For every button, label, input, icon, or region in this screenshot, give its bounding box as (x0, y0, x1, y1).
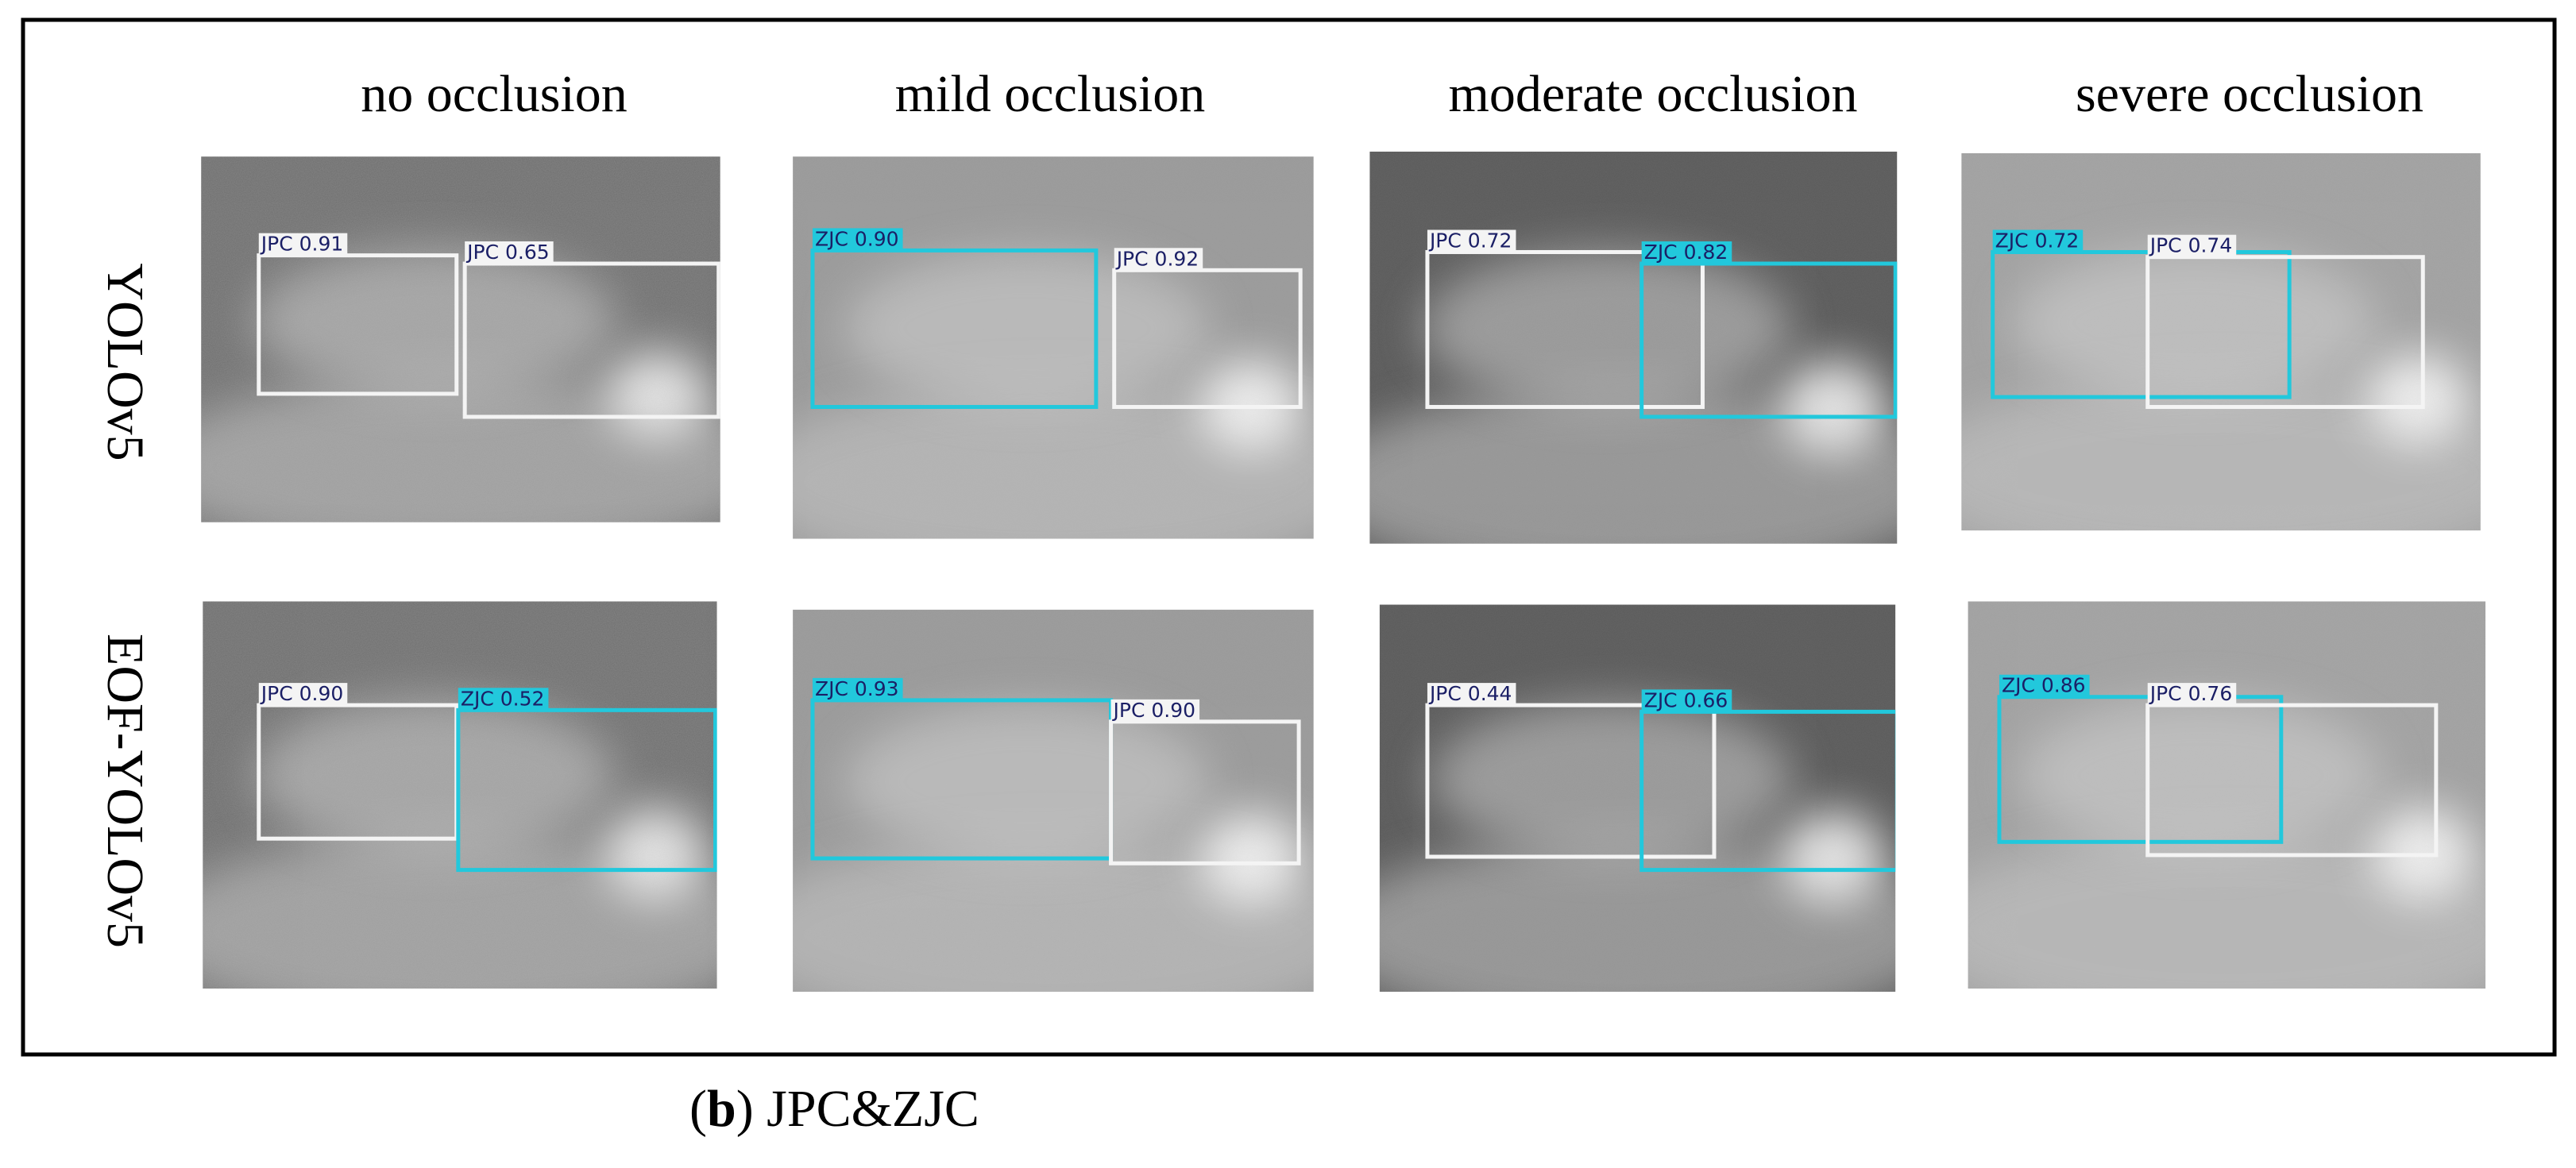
caption-open: ( (689, 1080, 707, 1138)
detection-label: JPC 0.76 (2149, 682, 2233, 705)
image-noise (1968, 601, 2486, 989)
label-tag (2147, 234, 2237, 257)
bounding-box (810, 248, 1099, 410)
image-content: ZJC 0.90 JPC 0.92 (793, 156, 1314, 539)
image-noise (1379, 604, 1896, 993)
detection-label: JPC 0.65 (465, 241, 550, 264)
detection-label: JPC 0.74 (2149, 234, 2233, 257)
caption-text: ) JPC&ZJC (736, 1080, 979, 1138)
label-tag (1427, 229, 1516, 252)
label-tag (2147, 683, 2237, 706)
bounding-box (1991, 249, 2292, 399)
bounding-box (1425, 249, 1705, 410)
bounding-box (1112, 268, 1303, 410)
image-panel: JPC 0.72 ZJC 0.82 (1369, 151, 1898, 544)
label-tag (812, 677, 903, 700)
column-title: moderate occlusion (1449, 65, 1858, 123)
label-tag (812, 228, 903, 251)
bounding-box (2145, 703, 2439, 858)
bounding-box (1425, 703, 1717, 859)
row-label: EOF-YOLOv5 (96, 634, 154, 948)
bounding-box (2145, 255, 2425, 410)
label-tag (1641, 241, 1732, 264)
detection-label: ZJC 0.86 (2002, 674, 2086, 697)
image-content: JPC 0.90 ZJC 0.52 (203, 601, 717, 989)
column-title: mild occlusion (895, 65, 1205, 123)
bounding-box (462, 261, 720, 419)
image-content: ZJC 0.86 JPC 0.76 (1968, 601, 2486, 989)
label-tag (1427, 683, 1516, 706)
row-label: YOLOv5 (96, 263, 154, 461)
image-noise (793, 156, 1314, 539)
label-tag (458, 688, 549, 711)
bounding-box (1639, 709, 1896, 873)
bounding-box (1639, 261, 1898, 419)
detection-label: JPC 0.91 (260, 233, 344, 256)
caption: (b) JPC&ZJC (689, 1080, 979, 1138)
image-content: JPC 0.72 ZJC 0.82 (1369, 151, 1898, 544)
image-panel: JPC 0.91 JPC 0.65 (201, 156, 720, 522)
detection-label: JPC 0.92 (1115, 247, 1199, 270)
label-tag (258, 233, 348, 256)
image-panel: JPC 0.90 ZJC 0.52 (203, 601, 717, 989)
caption-panel: b (707, 1080, 736, 1138)
image-content: JPC 0.91 JPC 0.65 (201, 156, 720, 522)
detection-label: ZJC 0.52 (461, 687, 545, 710)
image-panel: ZJC 0.93 JPC 0.90 (793, 609, 1314, 993)
image-noise (793, 609, 1314, 993)
detection-label: ZJC 0.93 (815, 677, 899, 700)
image-noise (1961, 152, 2481, 531)
figure-frame (21, 17, 2557, 1057)
bounding-box (1997, 695, 2284, 844)
image-noise (1369, 151, 1898, 544)
label-tag (1110, 699, 1200, 722)
label-tag (258, 683, 348, 706)
image-content: JPC 0.44 ZJC 0.66 (1379, 604, 1896, 993)
detection-label: JPC 0.44 (1428, 682, 1512, 705)
detection-label: JPC 0.72 (1428, 229, 1512, 252)
image-content: ZJC 0.72 JPC 0.74 (1961, 152, 2481, 531)
column-title: severe occlusion (2076, 65, 2423, 123)
image-content: ZJC 0.93 JPC 0.90 (793, 609, 1314, 993)
image-panel: JPC 0.44 ZJC 0.66 (1379, 604, 1896, 993)
image-panel: ZJC 0.72 JPC 0.74 (1961, 152, 2481, 531)
label-tag (1992, 229, 2084, 252)
bounding-box (1109, 719, 1301, 865)
label-tag (1114, 248, 1203, 271)
detection-label: ZJC 0.90 (815, 227, 899, 250)
detection-label: ZJC 0.82 (1644, 241, 1728, 264)
bounding-box (257, 253, 459, 396)
column-title: no occlusion (361, 65, 627, 123)
detection-label: JPC 0.90 (1112, 699, 1196, 722)
label-tag (465, 241, 554, 264)
detection-label: ZJC 0.72 (1995, 229, 2080, 252)
image-panel: ZJC 0.86 JPC 0.76 (1968, 601, 2486, 989)
image-panel: ZJC 0.90 JPC 0.92 (793, 156, 1314, 539)
detection-label: JPC 0.90 (260, 682, 344, 705)
detection-label: ZJC 0.66 (1644, 688, 1728, 711)
bounding-box (456, 707, 717, 873)
label-tag (1641, 689, 1732, 712)
image-noise (201, 156, 720, 522)
label-tag (1999, 674, 2090, 697)
